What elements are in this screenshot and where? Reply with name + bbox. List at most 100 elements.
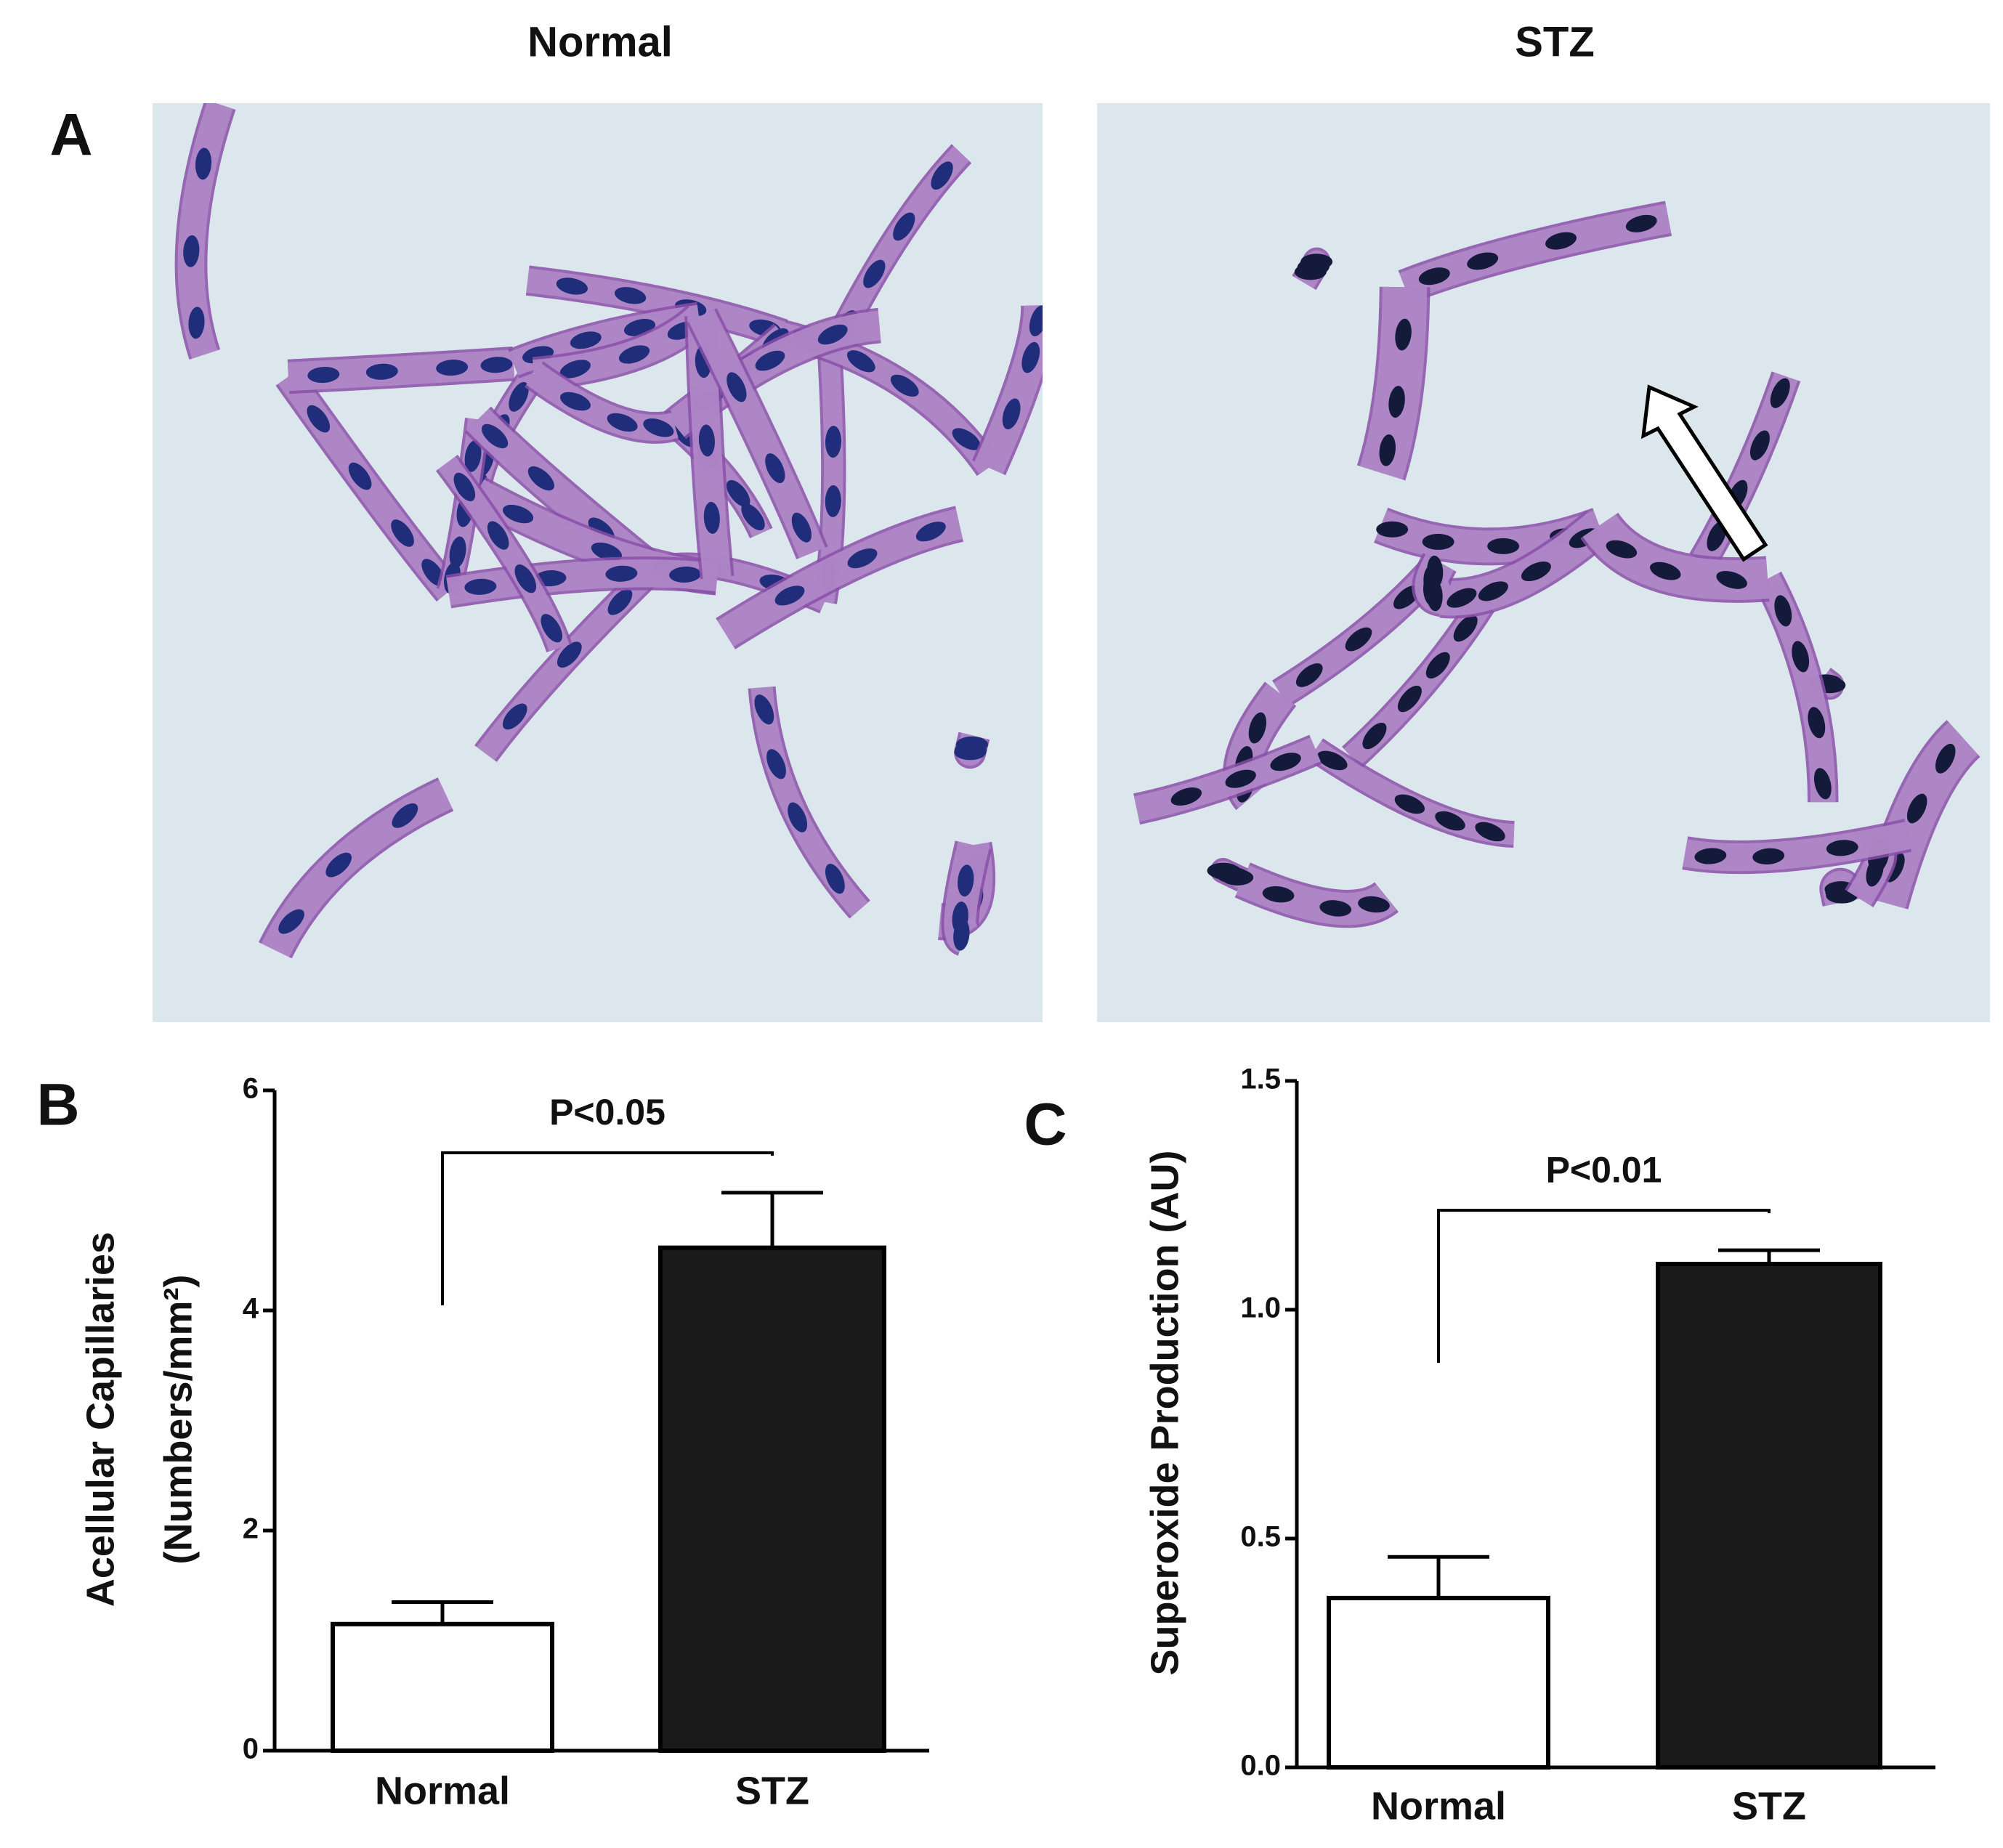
bar — [1656, 1262, 1882, 1770]
micrograph-nucleus — [1170, 787, 1202, 806]
micrograph-nucleus — [1770, 378, 1790, 408]
micrograph-nucleus — [307, 405, 331, 433]
micrograph-nucleus — [307, 367, 340, 384]
micrograph-nucleus — [391, 519, 414, 547]
significance-label: P<0.01 — [1546, 1149, 1662, 1190]
micrograph-nucleus — [1426, 579, 1443, 612]
micrograph-nucleus — [481, 423, 509, 449]
micrograph-nucleus — [1379, 434, 1396, 466]
micrograph-nucleus — [1606, 540, 1638, 559]
significance-bracket — [1437, 1209, 1771, 1363]
y-axis-label: Acellular Capillaries — [78, 1232, 122, 1607]
micrograph-nucleus — [570, 331, 602, 349]
micrograph-nucleus — [698, 424, 715, 457]
micrograph-nucleus — [1221, 869, 1254, 885]
micrograph-nucleus — [788, 802, 808, 832]
micrograph-nucleus — [195, 147, 212, 180]
micrograph-nucleus — [1395, 318, 1412, 351]
micrograph-nucleus — [607, 413, 638, 432]
micrograph-nucleus — [1248, 712, 1267, 744]
micrograph-nucleus — [1521, 561, 1551, 582]
panel-label: A — [49, 102, 92, 169]
micrograph-nucleus — [480, 357, 513, 373]
micrograph-nucleus — [591, 542, 622, 562]
micrograph-nucleus — [607, 588, 633, 615]
y-tick-label: 1.0 — [1240, 1292, 1281, 1324]
micrograph-nucleus — [559, 360, 591, 378]
micrograph-nucleus — [502, 703, 527, 730]
micrograph-nucleus — [1475, 822, 1505, 842]
micrograph-nucleus — [1752, 848, 1785, 864]
micrograph-nucleus — [915, 522, 946, 542]
micrograph-nucleus — [188, 307, 205, 339]
micrograph-nucleus — [754, 694, 774, 725]
micrograph-nucleus — [726, 479, 750, 507]
micrograph-nucleus — [1270, 753, 1301, 771]
micrograph-nucleus — [846, 350, 875, 373]
micrograph-nucleus — [1358, 896, 1390, 913]
micrograph-nucleus — [453, 472, 476, 502]
micrograph-nucleus — [847, 548, 878, 569]
y-tick-label: 0.0 — [1240, 1750, 1281, 1782]
significance-label: P<0.05 — [549, 1092, 665, 1132]
micrograph-nucleus — [863, 259, 886, 288]
micrograph-nucleus — [1808, 707, 1826, 739]
y-axis-label: (Numbers/mm²) — [156, 1274, 200, 1564]
bar — [1327, 1595, 1550, 1770]
micrograph-nucleus — [325, 852, 352, 878]
micrograph-nucleus — [765, 453, 785, 484]
micrograph-nucleus — [1262, 885, 1295, 903]
micrograph-nucleus — [952, 901, 968, 933]
micrograph-nucleus — [774, 585, 805, 606]
micrograph-nucleus — [931, 161, 953, 190]
micrograph-nucleus — [1362, 722, 1387, 750]
significance-bracket — [441, 1151, 774, 1305]
micrograph-nucleus — [183, 235, 200, 267]
micrograph-nucleus — [1716, 571, 1747, 589]
micrograph-nucleus — [1319, 900, 1352, 917]
micrograph-nucleus — [436, 360, 469, 376]
micrograph-nucleus — [1376, 521, 1409, 538]
micrograph-nucleus — [1826, 840, 1858, 856]
micrograph-nucleus — [1002, 398, 1021, 430]
x-tick-label: Normal — [375, 1769, 510, 1812]
micrograph-nucleus — [766, 749, 786, 779]
panel-label: C — [1024, 1092, 1067, 1158]
y-tick-label: 0 — [243, 1733, 259, 1765]
micrograph-nucleus — [1650, 562, 1681, 580]
micrograph-nucleus — [643, 418, 674, 437]
micrograph-nucleus — [1295, 663, 1323, 687]
micrograph-nucleus — [1792, 641, 1810, 673]
bar — [331, 1621, 554, 1753]
micrograph-nucleus — [1418, 267, 1450, 285]
micrograph-nucleus — [817, 324, 848, 345]
micrograph-nucleus — [1317, 750, 1348, 771]
micrograph-nucleus — [952, 428, 981, 450]
y-tick-label: 4 — [243, 1293, 259, 1325]
micrograph — [153, 103, 1043, 1022]
micrograph-nucleus — [1749, 430, 1770, 461]
micrograph-nucleus — [618, 345, 650, 364]
micrograph-nucleus — [527, 466, 554, 491]
micrograph — [1097, 103, 1990, 1022]
x-tick-label: Normal — [1371, 1784, 1506, 1828]
image-title: Normal — [527, 18, 673, 65]
micrograph-nucleus — [741, 503, 765, 531]
micrograph-nucleus — [825, 864, 845, 894]
micrograph-nucleus — [1446, 588, 1477, 608]
micrograph-nucleus — [1545, 232, 1577, 250]
y-tick-label: 2 — [243, 1513, 259, 1545]
micrograph-nucleus — [1478, 581, 1508, 601]
micrograph-nucleus — [1625, 214, 1657, 232]
arrow — [1640, 384, 1768, 562]
micrograph-nucleus — [955, 742, 987, 758]
bar — [658, 1245, 886, 1753]
micrograph-nucleus — [1225, 769, 1256, 788]
micrograph-nucleus — [614, 287, 647, 304]
micrograph-nucleus — [890, 374, 919, 397]
image-title: STZ — [1515, 18, 1595, 65]
micrograph-nucleus — [958, 864, 974, 897]
micrograph-nucleus — [1394, 794, 1425, 814]
micrograph-nucleus — [727, 372, 747, 402]
